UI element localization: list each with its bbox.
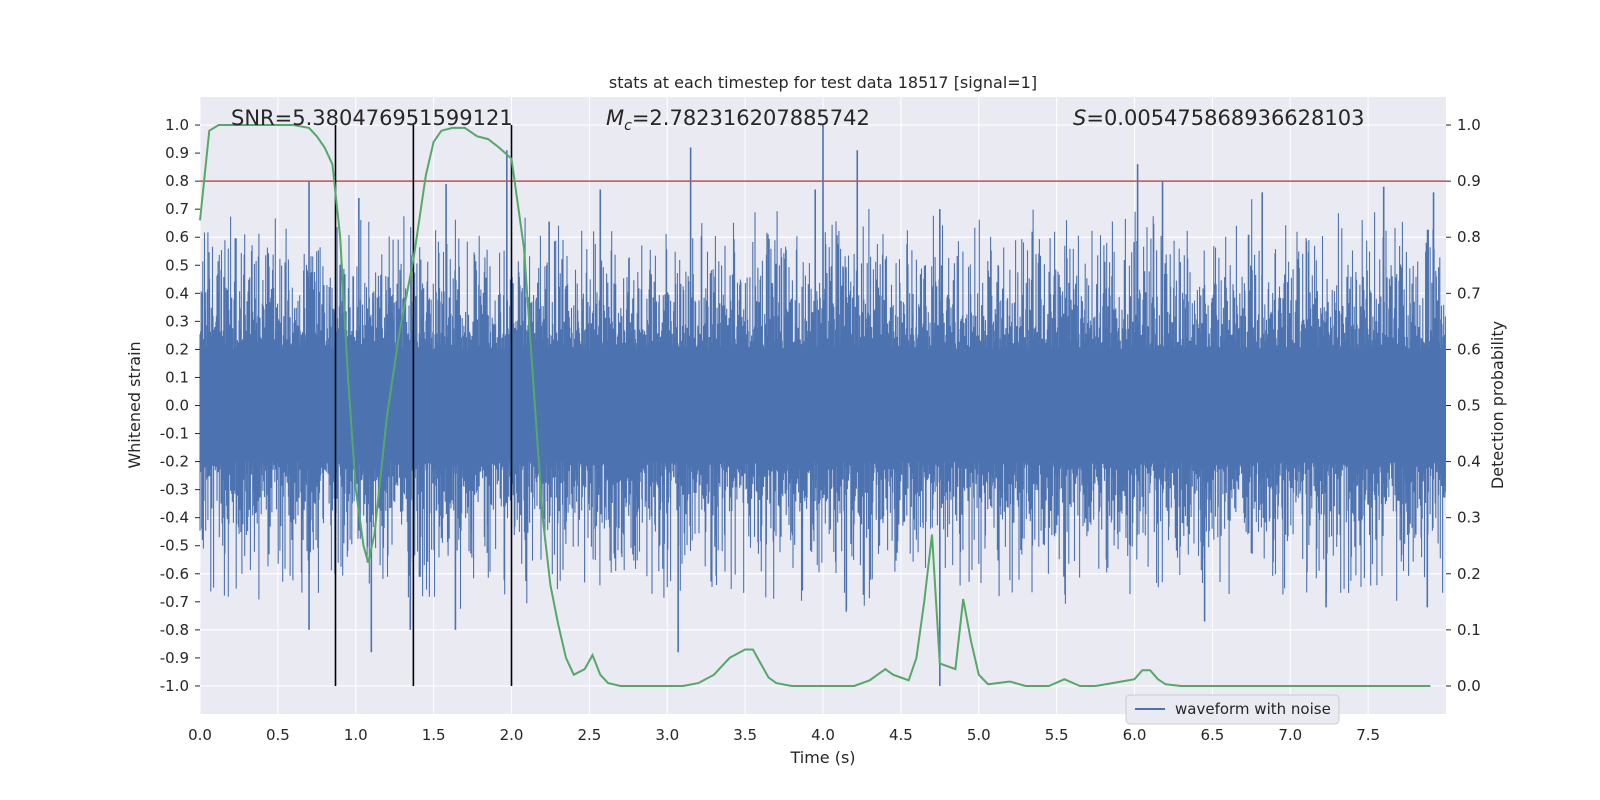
y-left-tick-label: 0.1 — [165, 368, 189, 386]
x-tick-label: 2.5 — [577, 726, 601, 744]
chirp-mass-value: =2.782316207885742 — [632, 106, 870, 130]
y-right-tick-label: 0.1 — [1457, 621, 1481, 639]
x-tick-label: 1.0 — [344, 726, 368, 744]
x-tick-label: 0.5 — [266, 726, 290, 744]
y-left-tick-label: 0.6 — [165, 228, 189, 246]
chirp-mass-subscript: c — [624, 118, 632, 134]
y-left-tick-label: -0.6 — [160, 565, 189, 583]
y-left-tick-label: -0.8 — [160, 621, 189, 639]
chart-title: stats at each timestep for test data 185… — [609, 73, 1037, 92]
y-axis-right-title: Detection probability — [1488, 321, 1507, 489]
y-left-tick-label: 0.7 — [165, 200, 189, 218]
y-left-tick-label: -0.7 — [160, 593, 189, 611]
y-right-tick-label: 0.6 — [1457, 340, 1481, 358]
y-left-tick-label: 0.9 — [165, 144, 189, 162]
x-tick-label: 4.0 — [811, 726, 835, 744]
y-axis-left-title: Whitened strain — [125, 341, 144, 468]
x-tick-label: 2.0 — [500, 726, 524, 744]
waveform-noise — [199, 199, 1446, 613]
y-left-tick-label: -0.5 — [160, 537, 189, 555]
x-tick-label: 7.5 — [1356, 726, 1380, 744]
x-tick-label: 7.0 — [1278, 726, 1302, 744]
s-value: =0.005475868936628103 — [1086, 106, 1364, 130]
chirp-mass-symbol: M — [606, 106, 624, 130]
y-left-tick-label: 0.8 — [165, 172, 189, 190]
y-left-tick-label: -0.1 — [160, 425, 189, 443]
y-left-tick-label: -1.0 — [160, 677, 189, 695]
y-left-tick-label: 0.0 — [165, 397, 189, 415]
y-left-tick-label: -0.3 — [160, 481, 189, 499]
x-tick-label: 4.5 — [889, 726, 913, 744]
s-annotation: S=0.005475868936628103 — [1073, 106, 1364, 130]
x-tick-label: 0.0 — [188, 726, 212, 744]
y-right-tick-label: 0.0 — [1457, 677, 1481, 695]
x-tick-label: 5.5 — [1045, 726, 1069, 744]
axis-ticks: 0.0 0.5 1.0 1.5 2.0 2.5 3.0 3.5 4.0 4.5 5.0 5.5 6.0 6… — [160, 116, 1481, 744]
vertical-markers — [334, 125, 513, 686]
legend-box — [1125, 694, 1340, 725]
legend-waveform-label: waveform with noise — [1175, 700, 1331, 718]
y-left-tick-label: 0.5 — [165, 256, 189, 274]
y-right-tick-label: 0.2 — [1457, 565, 1481, 583]
y-right-tick-label: 0.9 — [1457, 172, 1481, 190]
y-left-tick-label: 1.0 — [165, 116, 189, 134]
y-right-tick-label: 1.0 — [1457, 116, 1481, 134]
chirp-mass-annotation: Mc=2.782316207885742 — [606, 106, 870, 134]
y-left-tick-label: -0.9 — [160, 649, 189, 667]
y-right-tick-label: 0.5 — [1457, 397, 1481, 415]
x-tick-label: 1.5 — [422, 726, 446, 744]
legend: waveform with noise — [1125, 694, 1340, 725]
x-tick-label: 3.5 — [733, 726, 757, 744]
s-symbol: S — [1073, 106, 1086, 130]
probability-line — [199, 124, 1431, 687]
y-right-tick-label: 0.8 — [1457, 228, 1481, 246]
x-tick-label: 5.0 — [967, 726, 991, 744]
y-right-tick-label: 0.7 — [1457, 284, 1481, 302]
y-left-tick-label: -0.4 — [160, 509, 189, 527]
y-right-tick-label: 0.4 — [1457, 453, 1481, 471]
y-left-tick-label: -0.2 — [160, 453, 189, 471]
x-axis-title: Time (s) — [789, 748, 855, 767]
x-tick-label: 6.5 — [1200, 726, 1224, 744]
waveform-series — [199, 125, 1446, 686]
x-tick-label: 6.0 — [1123, 726, 1147, 744]
y-right-tick-label: 0.3 — [1457, 509, 1481, 527]
y-left-tick-label: 0.2 — [165, 340, 189, 358]
snr-annotation: SNR=5.380476951599121 — [231, 106, 513, 130]
y-left-tick-label: 0.3 — [165, 312, 189, 330]
y-left-tick-label: 0.4 — [165, 284, 189, 302]
x-tick-label: 3.0 — [655, 726, 679, 744]
